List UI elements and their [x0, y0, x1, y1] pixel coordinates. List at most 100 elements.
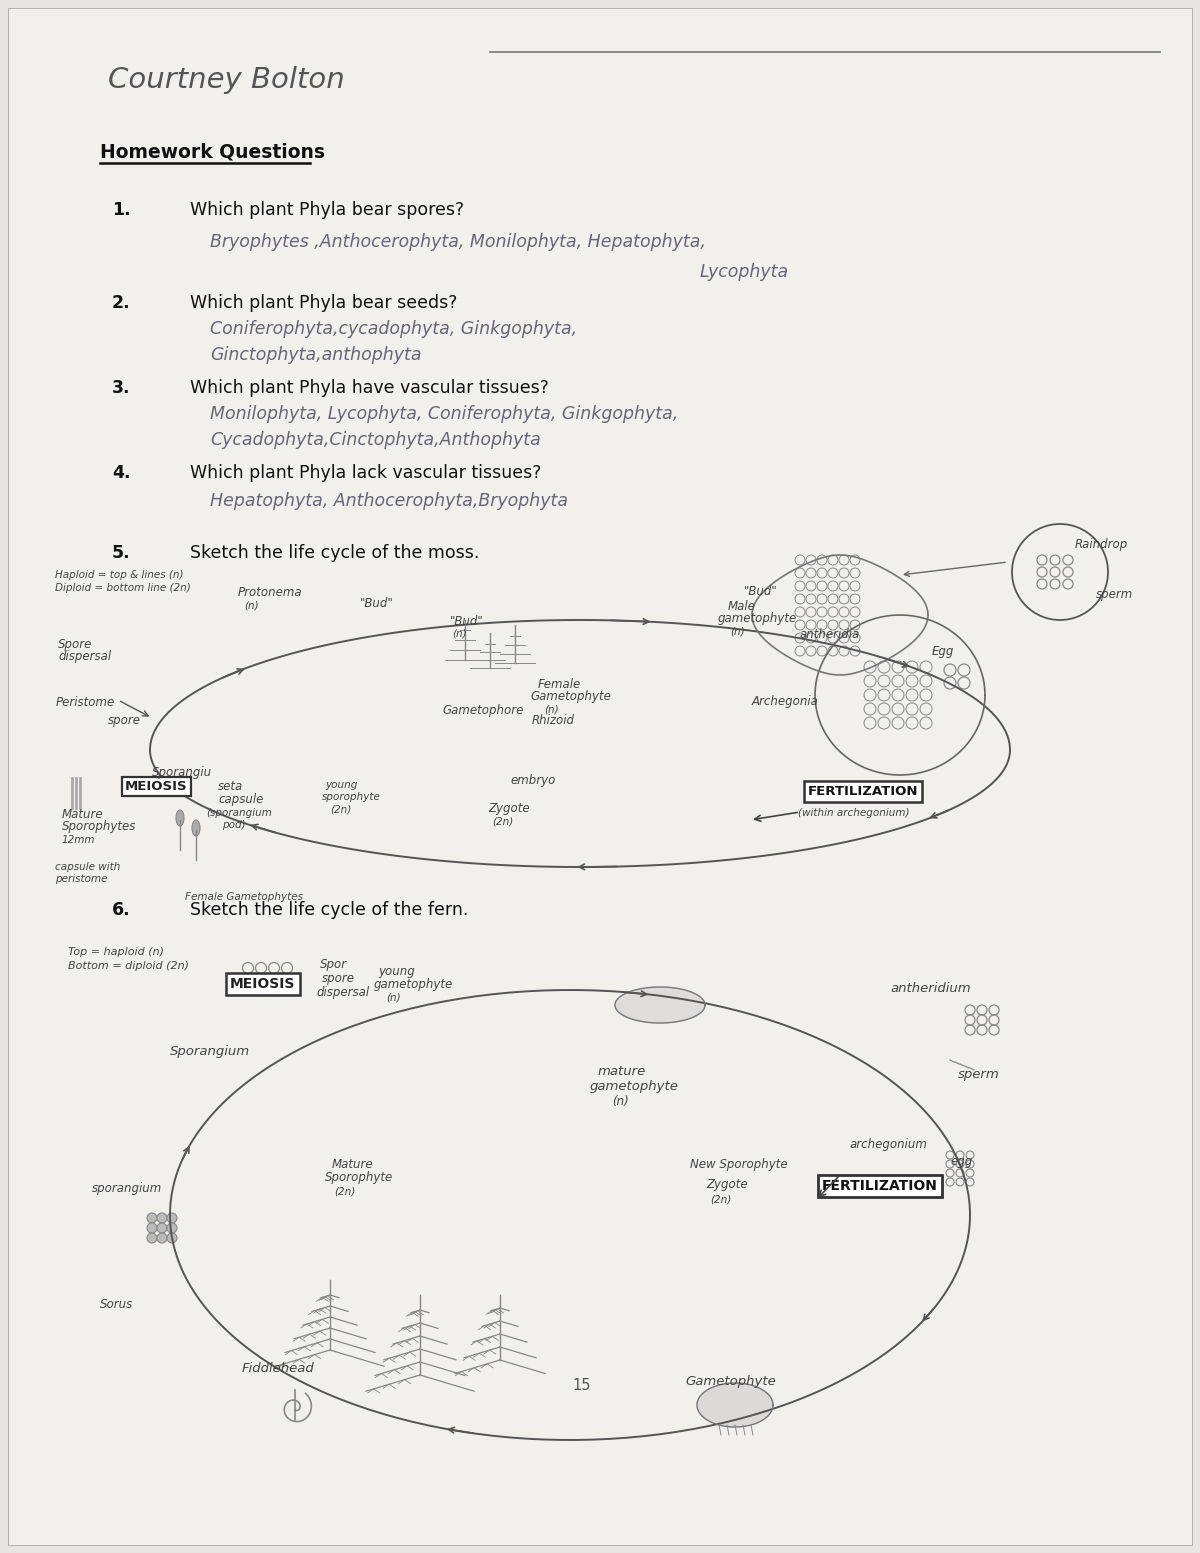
Text: 2.: 2. — [112, 294, 131, 312]
Text: Lycophyta: Lycophyta — [700, 262, 790, 281]
Text: Courtney Bolton: Courtney Bolton — [108, 65, 344, 95]
Text: Mature: Mature — [332, 1159, 373, 1171]
Text: Haploid = top & lines (n): Haploid = top & lines (n) — [55, 570, 184, 579]
Text: gametophyte: gametophyte — [718, 612, 797, 624]
Text: 5.: 5. — [112, 544, 131, 562]
Text: Gametophyte: Gametophyte — [685, 1374, 775, 1388]
Text: (within archegonium): (within archegonium) — [798, 808, 910, 818]
Circle shape — [157, 1224, 167, 1233]
Text: Peristome: Peristome — [56, 696, 115, 710]
Text: Zygote: Zygote — [706, 1179, 748, 1191]
Text: Top = haploid (n): Top = haploid (n) — [68, 947, 164, 957]
Text: sperm: sperm — [1096, 589, 1133, 601]
Text: Archegonia: Archegonia — [752, 696, 818, 708]
Polygon shape — [616, 988, 706, 1023]
Text: (2n): (2n) — [492, 817, 514, 828]
Circle shape — [148, 1224, 157, 1233]
Text: capsule: capsule — [218, 794, 263, 806]
Text: dispersal: dispersal — [316, 986, 370, 999]
Text: sporangium: sporangium — [92, 1182, 162, 1194]
Text: Which plant Phyla bear seeds?: Which plant Phyla bear seeds? — [190, 294, 457, 312]
Text: Diploid = bottom line (2n): Diploid = bottom line (2n) — [55, 582, 191, 593]
Text: Sporangiu: Sporangiu — [152, 766, 212, 780]
Circle shape — [167, 1224, 178, 1233]
Circle shape — [167, 1233, 178, 1242]
Text: Male: Male — [728, 599, 756, 613]
Text: Which plant Phyla bear spores?: Which plant Phyla bear spores? — [190, 200, 464, 219]
Text: Ginctophyta,anthophyta: Ginctophyta,anthophyta — [210, 346, 421, 363]
Text: Which plant Phyla have vascular tissues?: Which plant Phyla have vascular tissues? — [190, 379, 548, 398]
Text: (n): (n) — [244, 599, 259, 610]
Text: peristome: peristome — [55, 874, 108, 884]
Text: (sporangium: (sporangium — [206, 808, 272, 818]
Text: Bottom = diploid (2n): Bottom = diploid (2n) — [68, 961, 190, 971]
Text: 1.: 1. — [112, 200, 131, 219]
Text: Sorus: Sorus — [100, 1298, 133, 1311]
Text: Protonema: Protonema — [238, 585, 302, 599]
Text: "Bud": "Bud" — [744, 585, 778, 598]
Text: (2n): (2n) — [334, 1186, 355, 1196]
Text: egg: egg — [950, 1155, 972, 1168]
Text: capsule with: capsule with — [55, 862, 120, 871]
Text: gametophyte: gametophyte — [590, 1079, 679, 1093]
Text: antheridia: antheridia — [800, 627, 860, 641]
Text: Female: Female — [538, 679, 581, 691]
Text: Female Gametophytes: Female Gametophytes — [185, 891, 302, 902]
Text: Coniferophyta,cycadophyta, Ginkgophyta,: Coniferophyta,cycadophyta, Ginkgophyta, — [210, 320, 577, 339]
Text: archegonium: archegonium — [850, 1138, 928, 1151]
Text: embryo: embryo — [510, 773, 556, 787]
Text: Sporophyte: Sporophyte — [325, 1171, 394, 1183]
Text: 6.: 6. — [112, 901, 131, 919]
Text: young: young — [378, 964, 415, 978]
Text: antheridium: antheridium — [890, 981, 971, 995]
Text: Gametophore: Gametophore — [442, 704, 523, 717]
Text: Which plant Phyla lack vascular tissues?: Which plant Phyla lack vascular tissues? — [190, 464, 541, 481]
Text: Gametophyte: Gametophyte — [530, 690, 611, 704]
Text: dispersal: dispersal — [58, 651, 112, 663]
Text: Sketch the life cycle of the fern.: Sketch the life cycle of the fern. — [190, 901, 468, 919]
Text: Sketch the life cycle of the moss.: Sketch the life cycle of the moss. — [190, 544, 479, 562]
Text: sperm: sperm — [958, 1068, 1000, 1081]
Text: "Bud": "Bud" — [360, 596, 394, 610]
Text: Fiddlehead: Fiddlehead — [242, 1362, 314, 1374]
Circle shape — [148, 1233, 157, 1242]
Text: Bryophytes ,Anthocerophyta, Monilophyta, Hepatophyta,: Bryophytes ,Anthocerophyta, Monilophyta,… — [210, 233, 706, 252]
Text: 15: 15 — [572, 1378, 590, 1393]
Circle shape — [157, 1233, 167, 1242]
Text: MEIOSIS: MEIOSIS — [230, 977, 295, 991]
Text: Egg: Egg — [932, 644, 954, 658]
Text: Homework Questions: Homework Questions — [100, 143, 325, 162]
Text: 3.: 3. — [112, 379, 131, 398]
Text: Sporophytes: Sporophytes — [62, 820, 137, 832]
Text: Rhizoid: Rhizoid — [532, 714, 575, 727]
Text: (n): (n) — [452, 629, 467, 638]
Text: Spor: Spor — [320, 958, 347, 971]
Text: Cycadophyta,Cinctophyta,Anthophyta: Cycadophyta,Cinctophyta,Anthophyta — [210, 432, 541, 449]
Text: pod): pod) — [222, 820, 246, 829]
Circle shape — [167, 1213, 178, 1224]
Circle shape — [157, 1213, 167, 1224]
Text: 12mm: 12mm — [62, 836, 96, 845]
Text: Sporangium: Sporangium — [170, 1045, 250, 1058]
Text: mature: mature — [598, 1065, 647, 1078]
Text: sporophyte: sporophyte — [322, 792, 380, 801]
Text: Raindrop: Raindrop — [1075, 537, 1128, 551]
Text: gametophyte: gametophyte — [374, 978, 454, 991]
Text: 4.: 4. — [112, 464, 131, 481]
Text: (2n): (2n) — [710, 1194, 731, 1204]
Text: (n): (n) — [386, 992, 401, 1003]
Text: (2n): (2n) — [330, 804, 352, 814]
Text: spore: spore — [322, 972, 355, 985]
Text: (n): (n) — [730, 626, 745, 637]
Text: Zygote: Zygote — [488, 801, 529, 815]
Ellipse shape — [176, 811, 184, 826]
Text: Mature: Mature — [62, 808, 103, 822]
Text: FERTILIZATION: FERTILIZATION — [808, 784, 918, 798]
Circle shape — [148, 1213, 157, 1224]
Text: (n): (n) — [612, 1095, 629, 1107]
Text: (n): (n) — [544, 704, 559, 714]
Text: Monilophyta, Lycophyta, Coniferophyta, Ginkgophyta,: Monilophyta, Lycophyta, Coniferophyta, G… — [210, 405, 678, 422]
Polygon shape — [697, 1384, 773, 1427]
Text: Spore: Spore — [58, 638, 92, 651]
Text: FERTILIZATION: FERTILIZATION — [822, 1179, 938, 1193]
